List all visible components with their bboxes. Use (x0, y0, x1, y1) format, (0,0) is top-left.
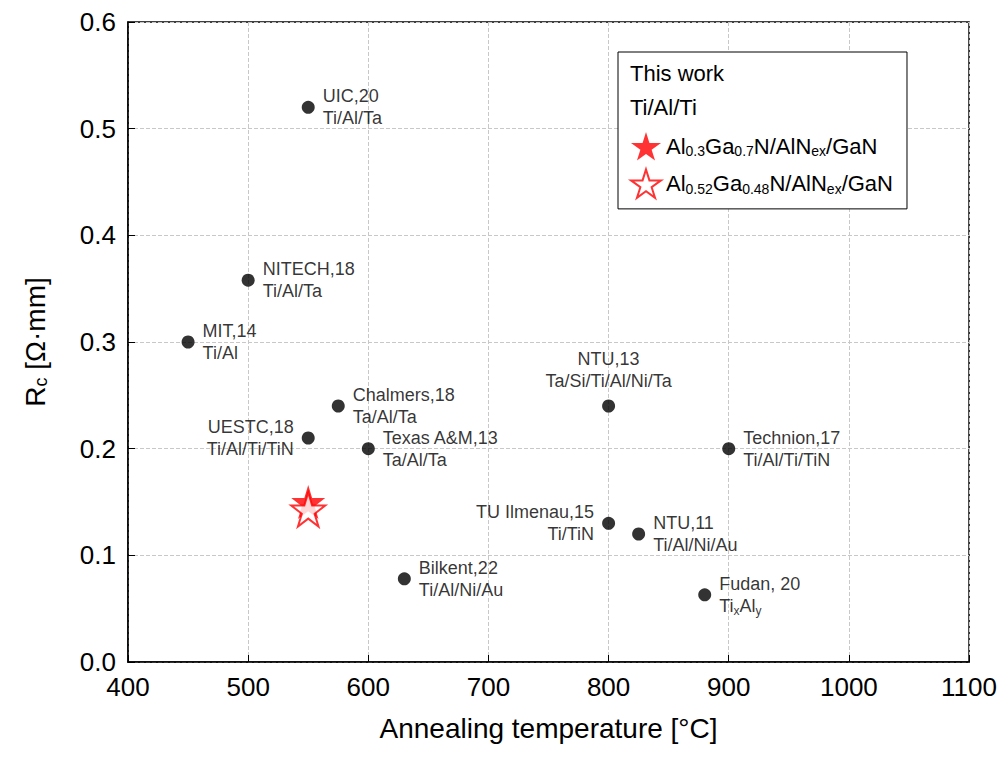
svg-text:1100: 1100 (941, 672, 997, 702)
svg-text:UESTC,18: UESTC,18 (208, 417, 294, 437)
svg-text:Al: Al (666, 134, 686, 159)
svg-text:R: R (20, 387, 51, 407)
svg-text:400: 400 (106, 672, 149, 702)
svg-text:/GaN: /GaN (826, 134, 877, 159)
svg-text:Al: Al (740, 596, 756, 616)
svg-text:1000: 1000 (820, 672, 878, 702)
svg-text:0.0: 0.0 (79, 647, 116, 677)
svg-text:Ga: Ga (705, 134, 735, 159)
svg-text:TU Ilmenau,15: TU Ilmenau,15 (476, 502, 594, 522)
svg-text:NTU,11: NTU,11 (653, 513, 714, 533)
svg-text:NTU,13: NTU,13 (578, 349, 640, 369)
svg-text:Ti/Al/Ta: Ti/Al/Ta (323, 108, 383, 128)
svg-text:NITECH,18: NITECH,18 (263, 259, 355, 279)
svg-text:Ti/TiN: Ti/TiN (547, 524, 594, 544)
svg-text:Ga: Ga (713, 171, 743, 196)
svg-text:0.48: 0.48 (742, 181, 769, 197)
svg-text:Ti/Al: Ti/Al (203, 343, 238, 363)
svg-text:x: x (733, 603, 740, 618)
svg-text:[Ω·mm]: [Ω·mm] (20, 277, 51, 377)
svg-text:Chalmers,18: Chalmers,18 (353, 385, 455, 405)
svg-text:/GaN: /GaN (842, 171, 893, 196)
svg-text:Ti: Ti (719, 596, 733, 616)
svg-text:Fudan, 20: Fudan, 20 (719, 574, 800, 594)
svg-text:UIC,20: UIC,20 (323, 86, 379, 106)
svg-text:0.4: 0.4 (80, 220, 116, 250)
svg-text:y: y (756, 604, 762, 618)
svg-text:0.2: 0.2 (80, 434, 116, 464)
svg-text:0.52: 0.52 (686, 181, 713, 197)
svg-text:0.3: 0.3 (686, 143, 706, 159)
svg-text:Annealing temperature [°C]: Annealing temperature [°C] (379, 713, 717, 744)
svg-text:Al: Al (666, 171, 686, 196)
svg-text:900: 900 (707, 672, 750, 702)
svg-text:Ti/Al/Ti/TiN: Ti/Al/Ti/TiN (207, 439, 294, 459)
svg-text:800: 800 (587, 672, 630, 702)
svg-text:500: 500 (226, 672, 269, 702)
svg-text:c: c (31, 378, 51, 387)
svg-text:0.1: 0.1 (80, 540, 116, 570)
svg-text:MIT,14: MIT,14 (203, 321, 257, 341)
svg-text:0.5: 0.5 (80, 114, 116, 144)
svg-text:Ti/Al/Ti/TiN: Ti/Al/Ti/TiN (743, 450, 830, 470)
svg-text:ex: ex (811, 143, 826, 159)
svg-text:N/AlN: N/AlN (769, 171, 826, 196)
svg-text:N/AlN: N/AlN (754, 134, 811, 159)
svg-text:ex: ex (827, 181, 842, 197)
svg-text:0.6: 0.6 (80, 7, 116, 37)
svg-text:Ta/Al/Ta: Ta/Al/Ta (353, 407, 418, 427)
svg-text:600: 600 (347, 672, 390, 702)
svg-text:0.7: 0.7 (734, 143, 754, 159)
svg-text:Bilkent,22: Bilkent,22 (419, 558, 498, 578)
svg-text:Ta/Si/Ti/Al/Ni/Ta: Ta/Si/Ti/Al/Ni/Ta (545, 371, 672, 391)
svg-text:Ta/Al/Ta: Ta/Al/Ta (383, 450, 448, 470)
svg-text:Ti/Al/Ni/Au: Ti/Al/Ni/Au (419, 580, 503, 600)
svg-text:Ti/Al/Ti: Ti/Al/Ti (630, 95, 697, 120)
svg-text:Technion,17: Technion,17 (743, 428, 840, 448)
svg-text:Ti/Al/Ta: Ti/Al/Ta (263, 281, 323, 301)
svg-text:700: 700 (467, 672, 510, 702)
svg-text:Ti/Al/Ni/Au: Ti/Al/Ni/Au (653, 535, 737, 555)
svg-text:Texas A&M,13: Texas A&M,13 (383, 428, 498, 448)
svg-text:0.3: 0.3 (80, 327, 116, 357)
svg-text:This work: This work (630, 61, 725, 86)
